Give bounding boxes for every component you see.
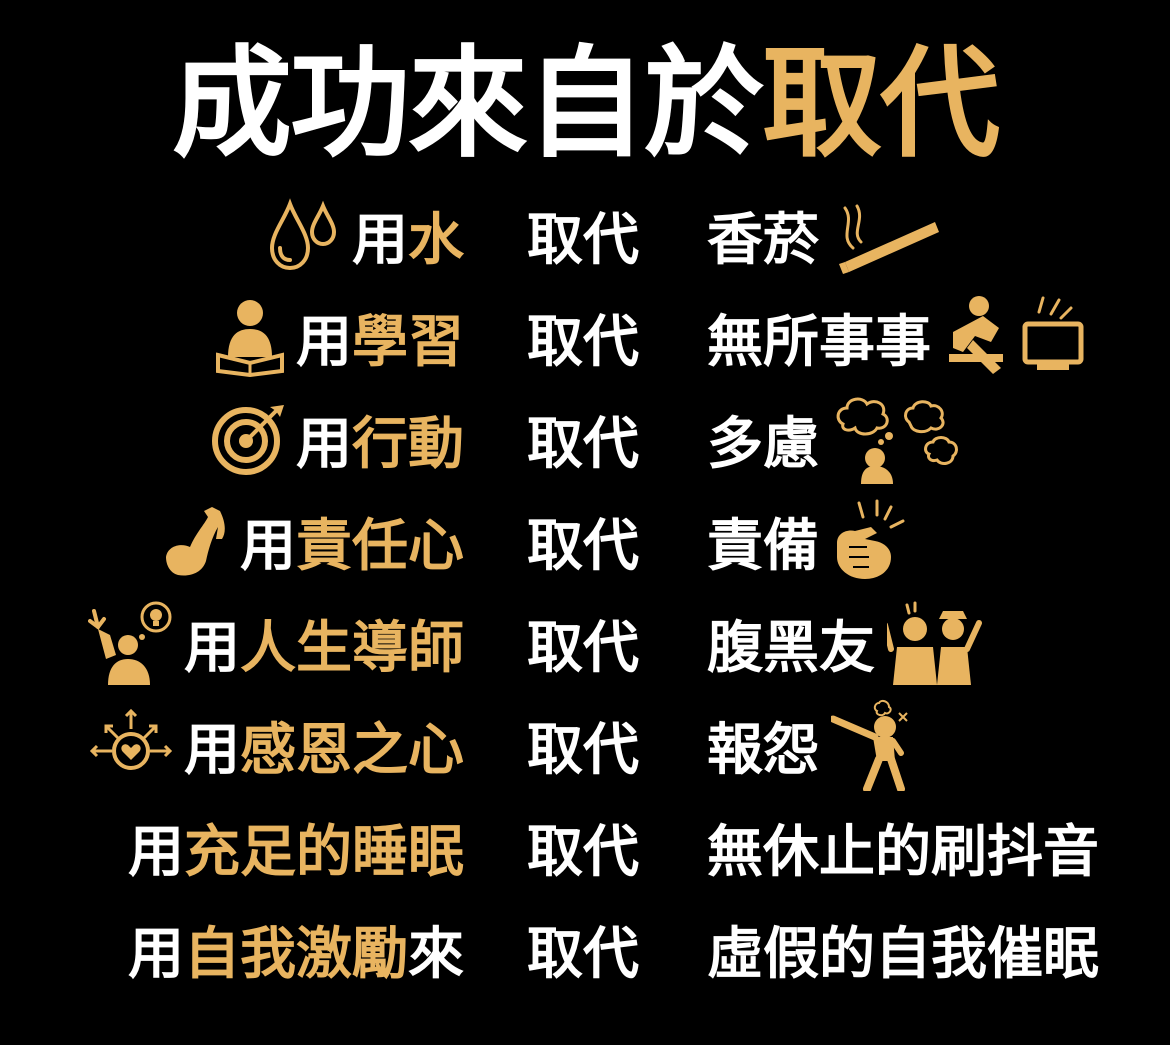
good-habit: 用充足的睡眠 xyxy=(128,819,464,885)
good-habit: 用責任心 xyxy=(164,496,464,586)
list-item: 用自我激勵來 取代 虛假的自我催眠 xyxy=(0,904,1170,994)
good-habit: 用水 xyxy=(268,190,464,280)
bad-habit: 責備 xyxy=(707,496,911,586)
replace-verb: 取代 xyxy=(527,411,639,477)
good-habit: 用感恩之心 xyxy=(88,700,464,790)
bad-habit: 多慮 xyxy=(707,394,961,484)
title-white-part: 成功來自於 xyxy=(172,35,764,174)
good-habit: 用自我激勵來 xyxy=(128,921,464,987)
mentor-idea-icon xyxy=(88,601,174,685)
pointing-hand-icon xyxy=(831,499,911,583)
reading-person-icon xyxy=(214,297,286,377)
bad-habit: 虛假的自我催眠 xyxy=(707,921,1099,987)
list-item: 用充足的睡眠 取代 無休止的刷抖音 xyxy=(0,802,1170,892)
list-item: 用人生導師 取代 腹黑友 xyxy=(0,598,1170,688)
bad-habit: 腹黑友 xyxy=(707,598,987,688)
cigarette-icon xyxy=(831,192,943,278)
bad-habit: 報怨 xyxy=(707,699,921,791)
replace-verb: 取代 xyxy=(527,207,639,273)
water-drops-icon xyxy=(268,198,342,272)
heart-radiating-icon xyxy=(88,707,174,783)
good-habit: 用學習 xyxy=(214,292,464,382)
list-item: 用水 取代 香菸 xyxy=(0,190,1170,280)
target-icon xyxy=(210,401,286,477)
replace-verb: 取代 xyxy=(527,615,639,681)
replace-verb: 取代 xyxy=(527,309,639,375)
worried-thoughts-icon xyxy=(831,394,961,484)
flexed-arm-icon xyxy=(164,503,230,579)
two-faced-friends-icon xyxy=(887,601,987,685)
bad-habit: 無所事事 xyxy=(707,292,1093,382)
replace-verb: 取代 xyxy=(527,717,639,783)
title-gold-part: 取代 xyxy=(762,35,1000,174)
page-title: 成功來自於取代 xyxy=(0,30,1170,180)
replace-verb: 取代 xyxy=(527,819,639,885)
slacking-person-icon xyxy=(943,292,1093,382)
list-item: 用學習 取代 無所事事 xyxy=(0,292,1170,382)
list-item: 用感恩之心 取代 報怨 xyxy=(0,699,1170,791)
replace-verb: 取代 xyxy=(527,921,639,987)
bad-habit: 無休止的刷抖音 xyxy=(707,819,1099,885)
bad-habit: 香菸 xyxy=(707,190,943,280)
replace-verb: 取代 xyxy=(527,513,639,579)
good-habit: 用行動 xyxy=(210,394,464,484)
list-item: 用行動 取代 多慮 xyxy=(0,394,1170,484)
list-item: 用責任心 取代 責備 xyxy=(0,496,1170,586)
good-habit: 用人生導師 xyxy=(88,598,464,688)
angry-pointing-person-icon xyxy=(831,699,921,791)
